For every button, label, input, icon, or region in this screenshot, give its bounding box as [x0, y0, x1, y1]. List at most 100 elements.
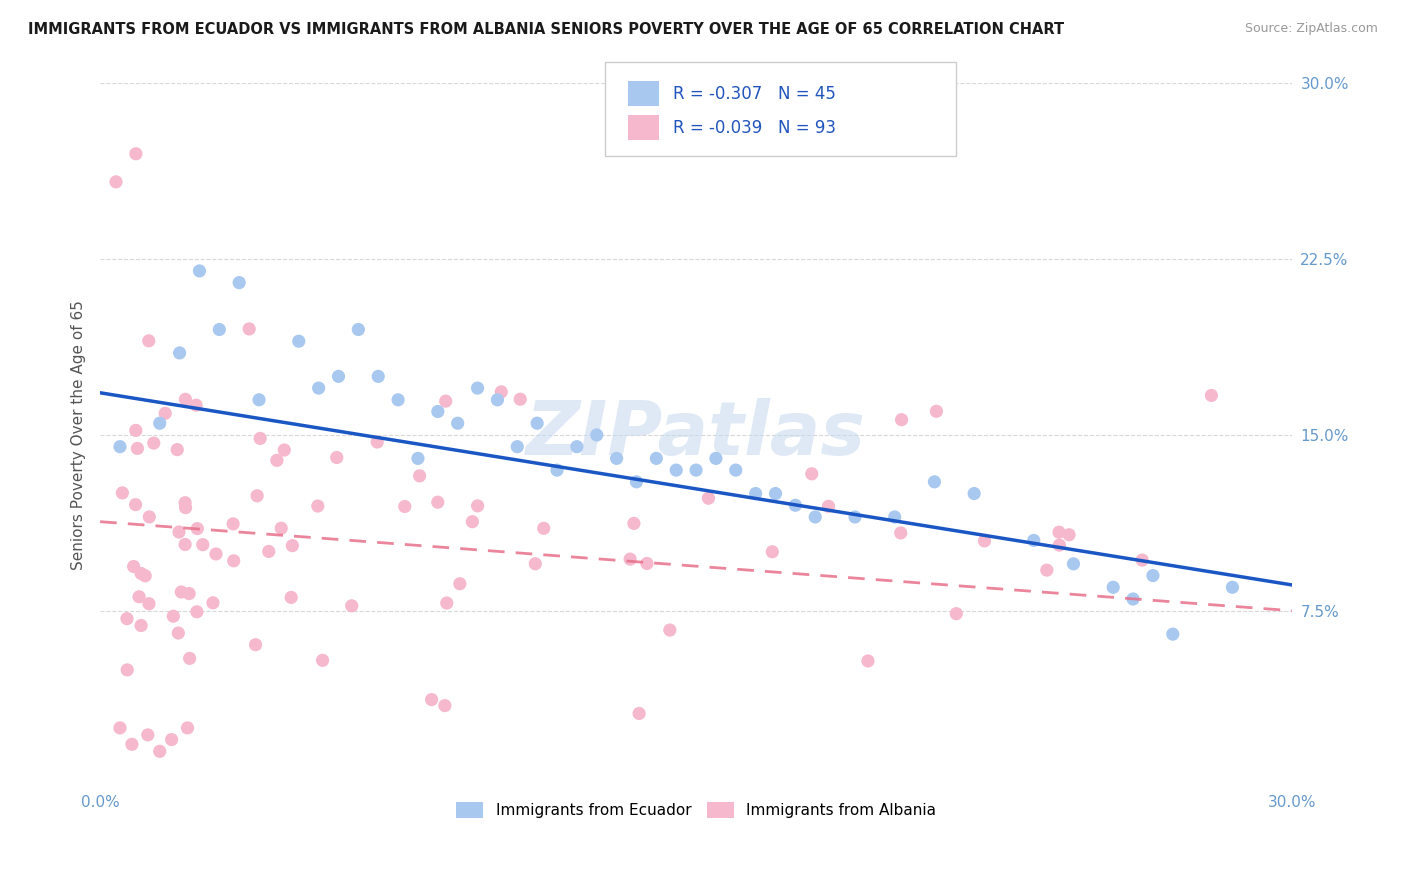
Point [125, 424, 148, 438]
Point [108, 440, 131, 454]
Text: IMMIGRANTS FROM ECUADOR VS IMMIGRANTS FROM ALBANIA SENIORS POVERTY OVER THE AGE : IMMIGRANTS FROM ECUADOR VS IMMIGRANTS FR… [28, 22, 1064, 37]
Point [761, 545, 783, 559]
Point [129, 618, 152, 632]
Point [228, 276, 250, 290]
Point [963, 486, 986, 500]
Point [257, 544, 280, 558]
Point [179, 651, 201, 665]
Point [138, 334, 160, 348]
Point [925, 404, 948, 418]
Point [447, 416, 470, 430]
Point [340, 599, 363, 613]
Point [266, 453, 288, 467]
Point [585, 428, 607, 442]
Point [167, 524, 190, 539]
Point [328, 369, 350, 384]
Point [169, 346, 191, 360]
Point [433, 698, 456, 713]
Point [191, 538, 214, 552]
Point [883, 510, 905, 524]
Point [685, 463, 707, 477]
Text: Source: ZipAtlas.com: Source: ZipAtlas.com [1244, 22, 1378, 36]
Point [174, 500, 197, 515]
Point [186, 522, 208, 536]
Point [136, 728, 159, 742]
Point [426, 404, 449, 418]
Point [434, 394, 457, 409]
Point [174, 496, 197, 510]
Point [785, 498, 807, 512]
Point [626, 475, 648, 489]
Point [162, 609, 184, 624]
Point [623, 516, 645, 531]
Point [247, 392, 270, 407]
Point [890, 413, 912, 427]
Point [124, 498, 146, 512]
Point [111, 486, 134, 500]
Point [765, 486, 787, 500]
Point [138, 509, 160, 524]
Point [1047, 525, 1070, 540]
Point [222, 554, 245, 568]
Point [121, 737, 143, 751]
Point [245, 638, 267, 652]
Point [856, 654, 879, 668]
Point [645, 451, 668, 466]
Point [467, 499, 489, 513]
Point [1222, 580, 1244, 594]
Point [973, 533, 995, 548]
Point [467, 381, 489, 395]
Point [1047, 538, 1070, 552]
Point [817, 500, 839, 514]
Text: R = -0.307   N = 45: R = -0.307 N = 45 [673, 85, 837, 103]
Text: R = -0.039   N = 93: R = -0.039 N = 93 [673, 119, 837, 136]
Point [408, 468, 430, 483]
Point [307, 499, 329, 513]
Point [387, 392, 409, 407]
Point [174, 392, 197, 407]
Point [108, 721, 131, 735]
Point [704, 451, 727, 466]
Point [249, 431, 271, 445]
Point [270, 521, 292, 535]
Point [347, 322, 370, 336]
Point [1122, 592, 1144, 607]
Point [149, 744, 172, 758]
Point [945, 607, 967, 621]
Point [117, 663, 139, 677]
Point [844, 510, 866, 524]
Point [174, 537, 197, 551]
Point [406, 451, 429, 466]
Point [238, 322, 260, 336]
Point [658, 623, 681, 637]
Point [129, 566, 152, 581]
Point [394, 500, 416, 514]
Point [186, 605, 208, 619]
Point [179, 586, 201, 600]
Point [1062, 557, 1084, 571]
Point [122, 559, 145, 574]
Point [125, 146, 148, 161]
Point [170, 585, 193, 599]
Point [208, 322, 231, 336]
Point [155, 406, 177, 420]
Point [115, 612, 138, 626]
Point [665, 463, 688, 477]
Point [105, 175, 128, 189]
Point [800, 467, 823, 481]
Point [619, 552, 641, 566]
Point [160, 732, 183, 747]
Point [636, 557, 658, 571]
Point [724, 463, 747, 477]
Point [326, 450, 349, 465]
Point [1142, 568, 1164, 582]
Point [176, 721, 198, 735]
Point [420, 692, 443, 706]
Point [1057, 527, 1080, 541]
Point [127, 442, 149, 456]
Point [461, 515, 484, 529]
Point [281, 539, 304, 553]
Point [1161, 627, 1184, 641]
Point [1102, 580, 1125, 594]
Point [246, 489, 269, 503]
